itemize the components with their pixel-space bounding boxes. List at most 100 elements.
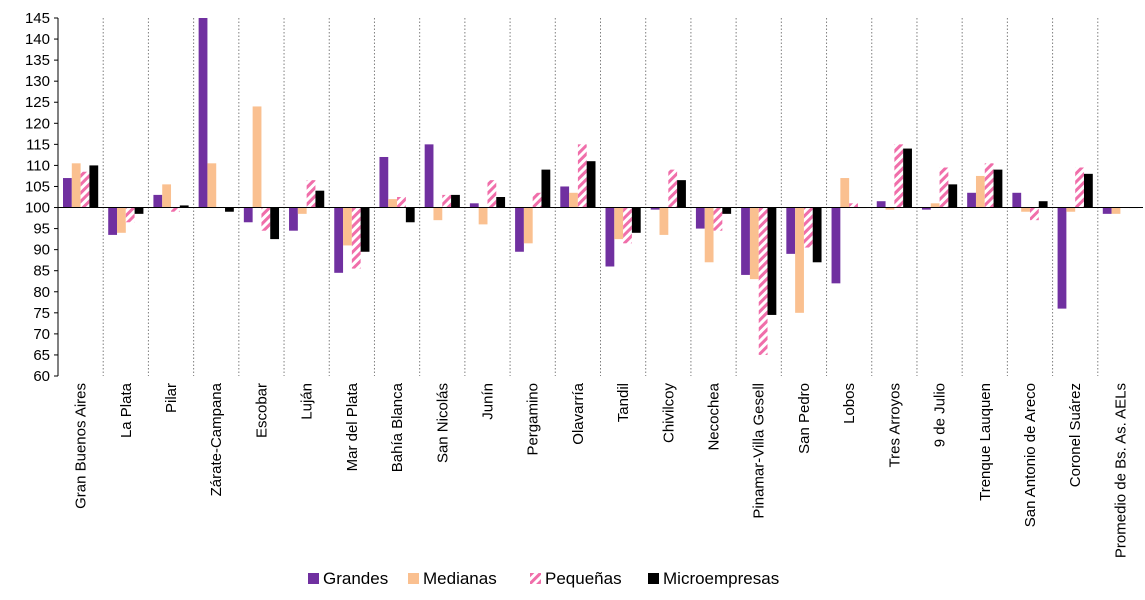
bar-pequeñas-17 [803,207,813,248]
bar-pequeñas-15 [713,207,723,231]
x-tick-label: Necochea [706,382,723,450]
bar-grandes-15 [695,207,705,229]
y-tick-label: 110 [26,157,50,174]
bar-pequeñas-12 [577,144,587,208]
y-tick-label: 115 [26,136,50,153]
bar-pequeñas-9 [442,194,452,208]
y-tick-label: 60 [33,368,50,385]
y-tick-label: 145 [25,10,50,27]
bar-microempresas-21 [993,169,1003,208]
bar-microempresas-23 [1083,173,1093,208]
bar-pequeñas-8 [397,197,406,208]
bar-medianas-7 [343,207,352,246]
bar-pequeñas-2 [125,207,135,223]
x-tick-label: Pilar [163,383,180,413]
bar-grandes-4 [198,18,208,208]
bar-medianas-3 [162,184,172,208]
y-tick-label: 85 [33,263,50,280]
bar-pequeñas-23 [1075,167,1084,208]
bar-pequeñas-1 [80,171,90,208]
bar-grandes-8 [379,156,389,208]
legend: Grandes Medianas Pequeñas Microempresas [308,569,779,588]
bar-grandes-3 [153,194,163,208]
bar-microempresas-17 [812,207,822,263]
x-tick-label: 9 de Julio [932,383,949,447]
bar-microempresas-20 [948,184,958,208]
axes [57,18,1143,376]
bar-pequeñas-18 [849,203,858,208]
bar-grandes-19 [876,201,886,208]
y-tick-label: 125 [25,94,50,111]
y-tick-label: 135 [25,52,50,69]
legend-swatch [648,573,659,584]
bar-medianas-14 [659,207,669,235]
legend-item-microempresas: Microempresas [648,569,779,588]
bar-medianas-22 [1021,207,1030,212]
x-tick-label: Escobar [253,383,270,438]
bar-grandes-5 [243,207,253,223]
bar-microempresas-6 [315,190,325,208]
bar-microempresas-19 [903,148,912,208]
bar-grandes-9 [424,144,434,208]
x-tick-label: Zárate-Campana [208,382,225,496]
bar-grandes-17 [786,207,796,254]
bar-medianas-23 [1066,207,1076,212]
x-tick-label: Gran Buenos Aires [73,383,90,509]
bar-grandes-13 [605,207,615,267]
bar-pequeñas-14 [668,169,678,208]
bar-medianas-13 [614,207,624,240]
legend-label: Grandes [323,569,388,588]
bar-microempresas-14 [677,180,686,208]
bar-pequeñas-5 [261,207,271,231]
x-tick-label: Tres Arroyos [886,383,903,467]
bar-microempresas-3 [179,205,189,208]
bar-grandes-21 [967,192,976,208]
bar-microempresas-16 [767,207,777,315]
bar-medianas-24 [1111,207,1121,214]
x-axis-ticks: Gran Buenos Aires La Plata Pilar Zárate-Cam… [73,382,1130,558]
x-tick-label: Coronel Suárez [1067,383,1084,487]
x-tick-label: Bahía Blanca [389,382,406,472]
bar-grandes-10 [469,203,479,208]
y-tick-label: 130 [25,73,50,90]
bar-microempresas-2 [134,207,144,214]
x-tick-label: Pergamino [525,383,542,456]
bar-microempresas-9 [451,194,460,208]
bar-medianas-2 [117,207,126,233]
bar-pequeñas-6 [306,180,316,208]
y-tick-label: 95 [33,221,50,238]
y-tick-label: 105 [25,178,50,195]
bar-medianas-12 [569,192,578,208]
bar-grandes-20 [921,207,931,210]
bar-grandes-7 [334,207,344,273]
y-tick-label: 80 [33,284,50,301]
bar-microempresas-15 [722,207,732,214]
bar-pequeñas-3 [171,207,180,212]
bar-medianas-18 [840,178,850,208]
bar-microempresas-8 [405,207,415,223]
bar-pequeñas-16 [758,207,768,355]
x-tick-label: Trenque Lauquen [977,383,994,501]
bar-microempresas-11 [541,169,551,208]
bar-microempresas-5 [270,207,280,240]
bar-grandes-23 [1057,207,1067,309]
bar-microempresas-22 [1038,201,1048,208]
bar-microempresas-1 [89,165,99,208]
x-tick-label: Chivilcoy [660,383,677,444]
bar-medianas-9 [433,207,443,221]
category-separators [102,18,1099,376]
y-tick-label: 90 [33,242,50,259]
bar-microempresas-4 [225,207,234,212]
bar-medianas-21 [975,175,985,208]
x-tick-label: Olavarría [570,382,587,444]
x-tick-label: Tandil [615,383,632,422]
bar-microempresas-7 [360,207,370,252]
legend-swatch [408,573,419,584]
bar-pequeñas-19 [894,144,904,208]
bar-grandes-6 [289,207,298,231]
bar-pequeñas-21 [984,163,994,208]
y-tick-label: 70 [33,326,50,343]
bar-medianas-4 [207,163,217,208]
y-tick-label: 65 [33,347,50,364]
